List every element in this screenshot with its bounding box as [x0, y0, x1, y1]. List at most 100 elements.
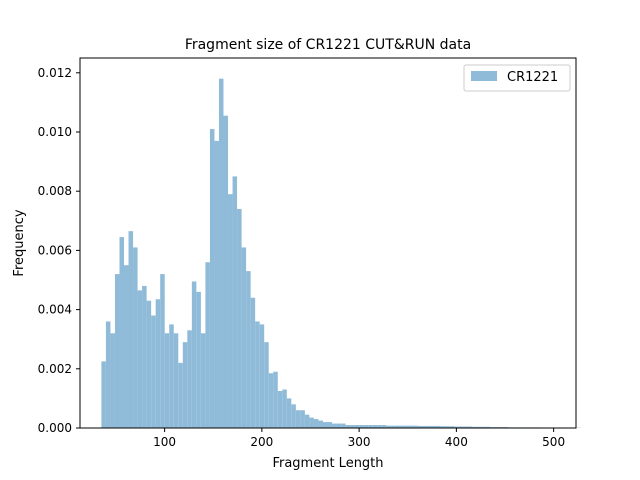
y-axis-ticks: 0.000 0.002 0.004 0.006 0.008 0.010 0.012	[38, 66, 80, 435]
histogram-bar	[137, 290, 143, 428]
histogram-bar	[354, 425, 360, 428]
y-axis-label: Frequency	[12, 209, 27, 276]
legend-swatch	[471, 71, 497, 81]
histogram-bar	[223, 115, 229, 428]
plot-frame	[79, 57, 577, 429]
histogram-bar	[105, 321, 111, 428]
histogram-bar	[241, 247, 247, 428]
histogram-bar	[151, 315, 156, 428]
histogram-bars	[101, 78, 581, 429]
histogram-bar	[404, 425, 409, 428]
histogram-bar	[341, 423, 346, 428]
histogram-bar	[273, 371, 278, 428]
histogram-bar	[209, 129, 215, 429]
histogram-bar	[359, 425, 364, 428]
histogram-bar	[214, 140, 219, 428]
histogram-bar	[160, 274, 165, 428]
histogram-bar	[345, 425, 351, 428]
histogram-bar	[164, 333, 170, 428]
histogram-bar	[476, 426, 482, 428]
histogram-bar	[408, 425, 414, 428]
histogram-bar	[322, 422, 328, 428]
histogram-bar	[169, 324, 174, 428]
histogram-bar	[390, 425, 396, 428]
legend: CR1221	[463, 64, 571, 92]
x-tick-label: 500	[542, 435, 565, 449]
histogram-bar	[485, 426, 491, 428]
histogram-bar	[336, 423, 342, 428]
histogram-bar	[368, 425, 373, 428]
histogram-bar	[200, 333, 206, 428]
histogram-bar	[300, 410, 305, 428]
histogram-bar	[467, 426, 473, 428]
histogram-bar	[264, 342, 269, 428]
y-tick-label: 0.000	[38, 421, 72, 435]
histogram-bar	[101, 361, 106, 428]
histogram-bar	[286, 398, 292, 428]
y-tick-label: 0.002	[38, 362, 72, 376]
y-tick-label: 0.006	[38, 243, 72, 257]
histogram-bar	[282, 389, 287, 428]
histogram-bar	[327, 422, 333, 428]
y-tick-label: 0.004	[38, 303, 72, 317]
histogram-bar	[431, 425, 437, 428]
y-tick-label: 0.010	[38, 125, 72, 139]
histogram-bar	[381, 425, 387, 428]
histogram-bar	[237, 208, 242, 428]
histogram-bar	[472, 426, 477, 428]
histogram-bar	[350, 425, 355, 428]
histogram-bar	[395, 425, 400, 428]
histogram-bar	[363, 425, 369, 428]
histogram-bar	[173, 333, 179, 428]
x-tick-label: 300	[348, 435, 371, 449]
histogram-bar	[232, 176, 238, 428]
chart-title: Fragment size of CR1221 CUT&RUN data	[185, 37, 471, 53]
histogram-bar	[259, 324, 265, 428]
histogram-bar	[246, 271, 251, 428]
histogram-bar	[313, 419, 319, 428]
histogram-bar	[255, 321, 260, 428]
legend-label: CR1221	[507, 70, 558, 85]
histogram-bar	[110, 333, 115, 428]
histogram-bar	[124, 265, 129, 428]
y-tick-label: 0.012	[38, 66, 72, 80]
histogram-bar	[399, 425, 405, 428]
histogram-bar	[142, 285, 147, 428]
x-axis-ticks: 100 200 300 400 500	[153, 428, 565, 449]
histogram-bar	[182, 342, 188, 428]
histogram-bar	[250, 297, 256, 428]
histogram-bar	[268, 373, 274, 428]
histogram-bar	[386, 425, 391, 428]
histogram-bar	[218, 78, 224, 428]
histogram-bar	[417, 425, 423, 428]
histogram-bar	[205, 262, 210, 428]
histogram-bar	[119, 237, 125, 428]
histogram-bar	[422, 425, 428, 428]
x-tick-label: 200	[250, 435, 273, 449]
histogram-bar	[309, 417, 314, 428]
histogram-bar	[436, 425, 441, 428]
histogram-bar	[332, 423, 337, 428]
histogram-bar	[445, 426, 450, 428]
histogram-bar	[481, 426, 486, 428]
histogram-bar	[413, 425, 418, 428]
histogram-bar	[155, 299, 161, 428]
histogram-bar	[295, 410, 301, 428]
histogram-bar	[133, 247, 138, 428]
x-axis-label: Fragment Length	[272, 456, 383, 471]
histogram-bar	[377, 425, 382, 428]
histogram-bar	[449, 426, 455, 428]
histogram-bar	[318, 420, 323, 428]
histogram-bar	[128, 231, 134, 428]
histogram-bar	[191, 281, 197, 428]
histogram-bar	[146, 300, 152, 428]
histogram-bar	[178, 362, 183, 428]
histogram-bar	[454, 426, 459, 428]
histogram-bar	[463, 426, 468, 428]
histogram-bar	[427, 425, 432, 428]
histogram-bar	[304, 414, 310, 428]
histogram-bar	[277, 391, 283, 428]
histogram-bar	[440, 426, 446, 428]
x-tick-label: 400	[445, 435, 468, 449]
